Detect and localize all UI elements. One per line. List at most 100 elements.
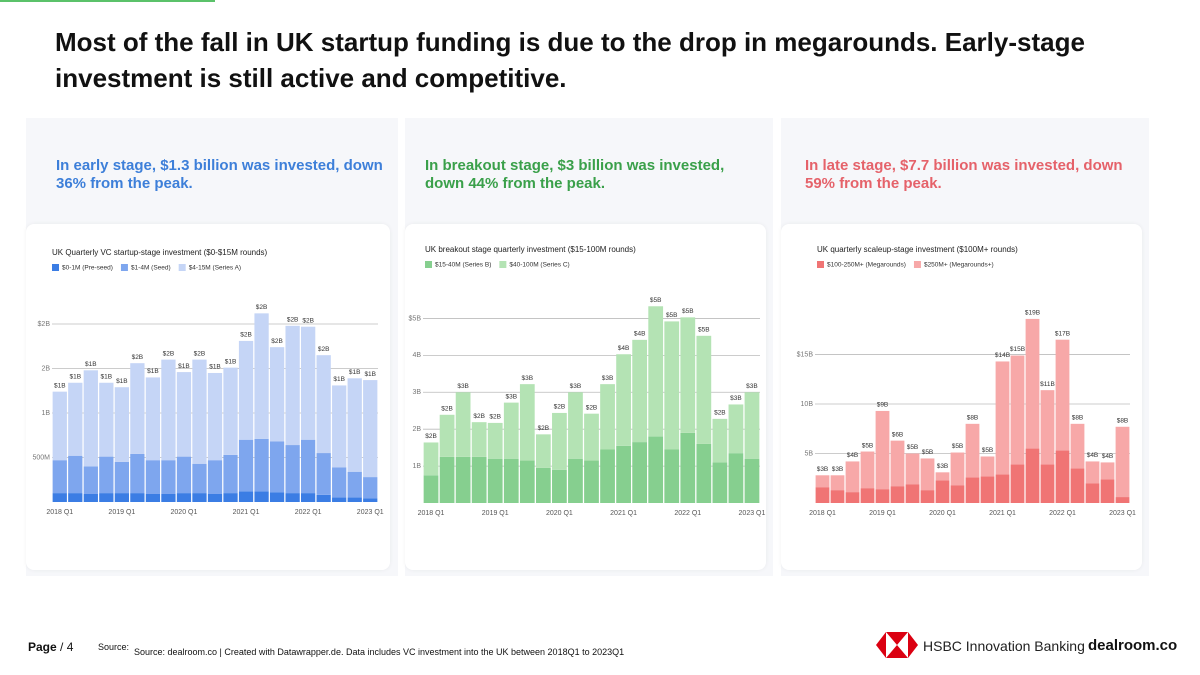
bar-label: $1B — [209, 364, 221, 371]
bar-segment — [161, 359, 176, 461]
legend-label: $40-100M (Series C) — [509, 262, 569, 269]
bar-segment — [875, 410, 890, 490]
partner-logo: dealroom.co — [1088, 637, 1178, 654]
page-number: Page / 4 — [28, 640, 73, 654]
panel-headline: In late stage, $7.7 billion was invested… — [805, 157, 1123, 192]
bar-segment — [995, 474, 1010, 503]
legend-label: $15-40M (Series B) — [435, 262, 491, 269]
bar-segment — [285, 325, 300, 446]
hsbc-logo — [876, 632, 918, 658]
bar-segment — [363, 498, 378, 502]
page-title: Most of the fall in UK startup funding i… — [55, 27, 1085, 93]
bar-segment — [332, 385, 347, 468]
bar-segment — [316, 355, 331, 454]
bar-segment — [1055, 339, 1070, 451]
bar-segment — [332, 467, 347, 498]
bar-segment — [830, 475, 845, 491]
bar-label: $19B — [1025, 310, 1040, 317]
bar-segment — [130, 363, 145, 454]
bar-label: $5B — [952, 443, 964, 450]
bar-segment — [223, 454, 238, 494]
y-tick-label: $15B — [797, 351, 814, 358]
bar-label: $2B — [473, 413, 485, 420]
bar-segment — [648, 436, 664, 503]
bar-label: $2B — [302, 317, 314, 324]
bar-segment — [316, 494, 331, 502]
chart-title: UK quarterly scaleup-stage investment ($… — [817, 245, 1018, 254]
source-label: Source: — [98, 642, 130, 652]
bar-segment — [845, 461, 860, 493]
bar-segment — [568, 458, 583, 503]
bar-segment — [696, 335, 712, 444]
bar-segment — [830, 490, 845, 503]
bar-label: $5B — [650, 297, 662, 304]
bar-label: $5B — [982, 447, 994, 454]
brand: HSBC Innovation Banking — [923, 638, 1085, 654]
bar-segment — [347, 471, 362, 498]
bar-segment — [1100, 462, 1115, 480]
bar-segment — [860, 451, 875, 489]
bar-segment — [920, 490, 935, 503]
bar-label: $1B — [101, 373, 113, 380]
bar-segment — [616, 445, 631, 503]
bar-segment — [632, 442, 648, 503]
bar-label: $2B — [318, 346, 330, 353]
bar-label: $3B — [457, 383, 469, 390]
bar-label: $11B — [1040, 381, 1055, 388]
x-tick-label: 2022 Q1 — [295, 509, 322, 516]
bar-segment — [83, 370, 98, 467]
bar-segment — [519, 460, 535, 503]
legend-swatch — [499, 261, 507, 268]
bar-segment — [487, 458, 503, 503]
x-tick-label: 2019 Q1 — [869, 510, 896, 517]
bar-segment — [1040, 464, 1055, 503]
bar-label: $15B — [1010, 346, 1025, 353]
bar-segment — [114, 461, 129, 494]
bar-label: $2B — [194, 350, 206, 357]
chart-title: UK Quarterly VC startup-stage investment… — [52, 248, 268, 257]
bar-segment — [99, 456, 114, 494]
bar-label: $2B — [163, 350, 175, 357]
y-tick-label: $5B — [409, 315, 422, 322]
bar-segment — [935, 472, 950, 481]
bar-label: $2B — [441, 406, 453, 413]
bar-segment — [600, 384, 615, 450]
x-tick-label: 2020 Q1 — [171, 509, 198, 516]
accent-line — [0, 0, 215, 2]
bar-label: $2B — [287, 317, 299, 324]
bar-segment — [130, 493, 145, 502]
bar-label: $1B — [54, 382, 66, 389]
legend-label: $100-250M+ (Megarounds) — [827, 262, 906, 269]
bar-segment — [728, 404, 744, 454]
x-tick-label: 2018 Q1 — [418, 510, 445, 517]
y-tick-label: $2B — [38, 321, 51, 328]
bar-segment — [52, 493, 67, 502]
y-tick-label: 5B — [804, 450, 813, 457]
bar-label: $2B — [425, 433, 437, 440]
bar-segment — [712, 462, 728, 503]
bar-segment — [1010, 355, 1025, 465]
bar-segment — [145, 460, 161, 494]
bar-segment — [223, 493, 238, 502]
bar-segment — [1010, 464, 1025, 503]
bar-label: $2B — [132, 354, 144, 361]
x-tick-label: 2021 Q1 — [989, 510, 1016, 517]
bar-segment — [905, 453, 920, 485]
legend-swatch — [178, 264, 186, 271]
bar-segment — [552, 469, 567, 503]
bar-label: $9B — [877, 402, 889, 409]
legend-label: $250M+ (Megarounds+) — [924, 262, 994, 269]
bar-segment — [1085, 483, 1100, 503]
bar-segment — [254, 313, 269, 439]
bar-segment — [519, 384, 535, 461]
bar-label: $3B — [570, 383, 582, 390]
bar-segment — [995, 361, 1010, 475]
bar-segment — [83, 493, 98, 502]
y-tick-label: 1B — [412, 463, 421, 470]
x-tick-label: 2023 Q1 — [1109, 510, 1136, 517]
bar-segment — [1055, 450, 1070, 503]
bar-label: $2B — [271, 338, 283, 345]
bar-label: $5B — [907, 444, 919, 451]
